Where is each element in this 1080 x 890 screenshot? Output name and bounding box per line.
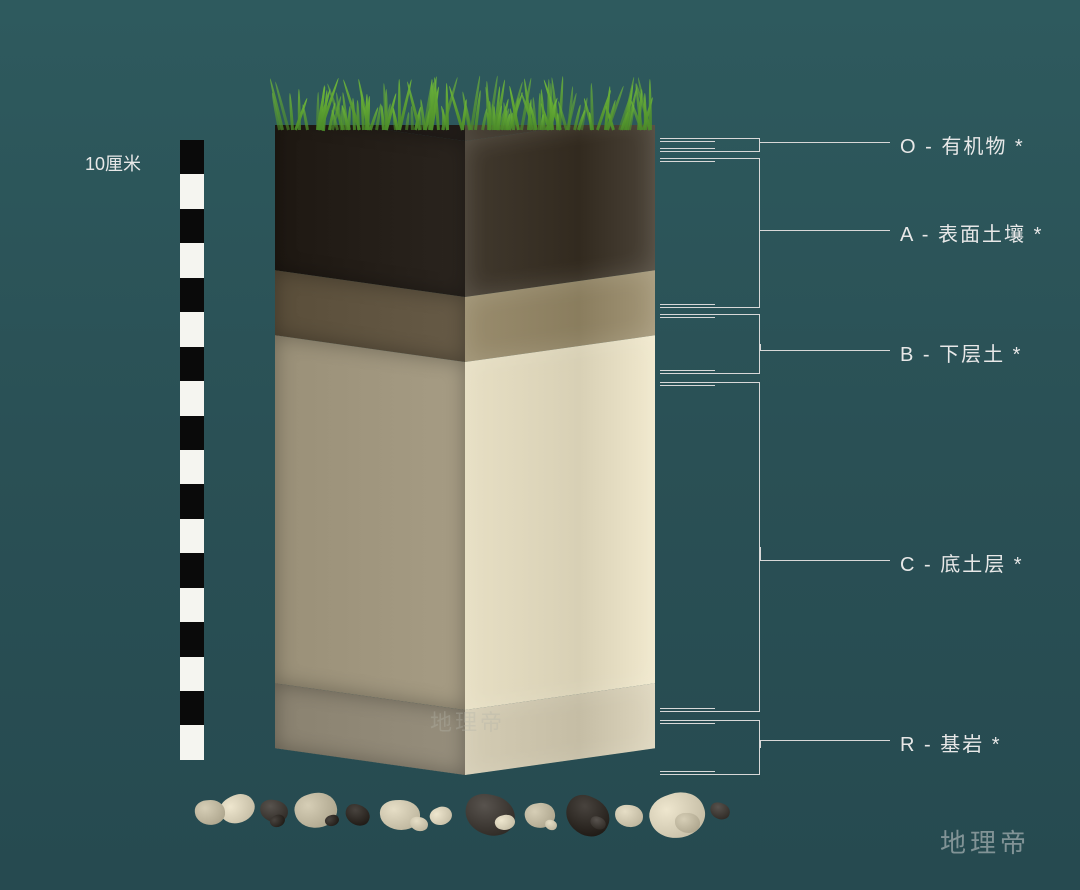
scale-segment [180, 278, 204, 312]
scale-segment [180, 140, 204, 174]
scale-segment [180, 622, 204, 656]
grass-blade [301, 104, 309, 130]
grass-blade [297, 89, 301, 130]
bracket-tick [660, 382, 715, 386]
scale-segment [180, 657, 204, 691]
rock [614, 804, 643, 827]
bracket-tick [660, 138, 715, 142]
grass-layer [275, 65, 655, 130]
scale-segment [180, 174, 204, 208]
scale-segment [180, 588, 204, 622]
soil-layer-C [275, 336, 465, 710]
soil-column [275, 95, 655, 795]
grass-blade [365, 94, 368, 130]
rock [342, 801, 373, 829]
soil-column-body [275, 125, 655, 775]
bracket [715, 138, 760, 152]
scale-segment [180, 484, 204, 518]
grass-blade [288, 93, 294, 130]
leader-line [760, 142, 890, 143]
rock [559, 789, 616, 843]
scale-segment [180, 243, 204, 277]
grass-blade [433, 77, 440, 130]
scale-bar [180, 140, 204, 760]
bracket-tick [660, 314, 715, 318]
rock [291, 788, 341, 833]
bracket-tick [660, 370, 715, 374]
leader-line [760, 740, 761, 748]
scale-segment [180, 347, 204, 381]
scale-label: 10厘米 [85, 150, 141, 176]
bracket-tick [660, 304, 715, 308]
scale-segment [180, 519, 204, 553]
watermark-corner: 地理帝 [940, 823, 1030, 860]
scale-segment [180, 725, 204, 759]
grass-blade [590, 83, 594, 130]
scale-segment [180, 553, 204, 587]
soil-layer-A [465, 125, 655, 297]
scale-segment [180, 381, 204, 415]
layer-brackets: O - 有机物 * A - 表面土壤 * B - 下层土 * C - 底土层 * R -… [660, 130, 1040, 770]
bracket-tick [660, 148, 715, 152]
leader-line [760, 547, 761, 560]
bracket-tick [660, 158, 715, 162]
soil-layer-A [275, 125, 465, 297]
rock [544, 819, 558, 831]
grass-blade [397, 79, 400, 130]
layer-label-A: A - 表面土壤 * [900, 218, 1043, 247]
layer-label-B: B - 下层土 * [900, 338, 1022, 367]
grass-blade [556, 113, 559, 130]
rock [409, 816, 429, 832]
layer-label-O: O - 有机物 * [900, 130, 1025, 159]
layer-label-R: R - 基岩 * [900, 728, 1002, 757]
scale-segment [180, 450, 204, 484]
scale-segment [180, 691, 204, 725]
bracket [715, 314, 760, 374]
scale-segment [180, 312, 204, 346]
bracket [715, 382, 760, 712]
grass-blade [405, 112, 410, 130]
leader-line [760, 740, 890, 741]
bracket [715, 720, 760, 775]
rock [675, 813, 700, 833]
watermark-center: 地理帝 [430, 705, 505, 737]
bracket-tick [660, 708, 715, 712]
scale-segment [180, 209, 204, 243]
grass-blade [341, 105, 344, 130]
layer-label-C: C - 底土层 * [900, 548, 1024, 577]
bracket-tick [660, 720, 715, 724]
leader-line [760, 560, 890, 561]
soil-face-left [275, 125, 465, 775]
leader-line [760, 230, 890, 231]
rock [427, 803, 455, 829]
leader-line [760, 344, 761, 350]
rock [708, 800, 732, 821]
grass-blade [360, 91, 365, 130]
scale-segment [180, 416, 204, 450]
soil-layer-C [465, 336, 655, 710]
rock-rubble [215, 745, 715, 835]
soil-face-right [465, 125, 655, 775]
bracket [715, 158, 760, 308]
leader-line [760, 350, 890, 351]
